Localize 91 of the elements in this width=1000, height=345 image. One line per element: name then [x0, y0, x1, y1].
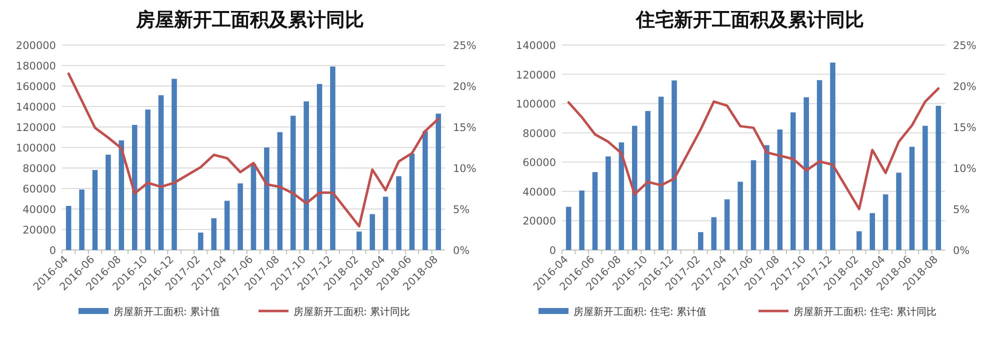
- bar: [422, 131, 428, 250]
- bar: [777, 129, 783, 250]
- bar: [158, 95, 164, 250]
- y-tick-label: 20000: [522, 216, 556, 228]
- y-tick-label: 60000: [22, 184, 56, 196]
- bar: [579, 190, 584, 250]
- y2-tick-label: 5%: [453, 204, 470, 216]
- bar: [132, 124, 138, 250]
- bar: [224, 200, 230, 250]
- y-tick-label: 200000: [16, 40, 56, 52]
- y-tick-label: 140000: [16, 102, 56, 114]
- bar: [290, 116, 296, 250]
- bar: [750, 160, 756, 250]
- y-tick-label: 100000: [16, 142, 56, 154]
- chart-title: 房屋新开工面积及累计同比: [135, 9, 364, 31]
- y-tick-label: 100000: [516, 98, 556, 111]
- bar: [238, 183, 243, 250]
- y-tick-label: 40000: [22, 204, 56, 216]
- y2-tick-label: 25%: [953, 40, 976, 52]
- bar: [724, 199, 730, 250]
- bar: [922, 126, 928, 250]
- bar: [790, 112, 796, 250]
- y2-tick-label: 15%: [453, 122, 476, 134]
- bar: [264, 148, 270, 250]
- bar: [856, 231, 862, 250]
- bar: [672, 80, 677, 250]
- y2-tick-label: 25%: [453, 40, 476, 52]
- bar: [79, 190, 84, 250]
- bar: [198, 232, 204, 250]
- y-tick-label: 80000: [522, 128, 556, 140]
- bar: [316, 84, 322, 250]
- y-tick-label: 20000: [22, 224, 56, 236]
- bar: [409, 154, 415, 250]
- y-tick-label: 0: [549, 245, 556, 257]
- y-tick-label: 60000: [522, 157, 556, 170]
- bar: [304, 101, 309, 250]
- bar: [382, 196, 388, 250]
- bar: [658, 96, 664, 250]
- bar: [92, 170, 98, 250]
- bar: [764, 145, 770, 250]
- y2-tick-label: 0%: [953, 245, 970, 257]
- y2-tick-label: 5%: [953, 204, 970, 216]
- bar: [698, 232, 704, 250]
- y-tick-label: 140000: [516, 40, 556, 52]
- y2-tick-label: 20%: [953, 81, 976, 93]
- y2-tick-label: 15%: [953, 122, 976, 134]
- bar: [106, 154, 111, 250]
- legend-label: 房屋新开工面积: 累计值: [114, 306, 220, 318]
- bar: [816, 80, 822, 250]
- bar: [606, 156, 611, 250]
- legend-label: 房屋新开工面积: 累计同比: [294, 306, 410, 318]
- bar: [896, 172, 902, 250]
- bar: [804, 97, 809, 250]
- bar: [830, 62, 836, 250]
- bar: [711, 217, 717, 250]
- y2-tick-label: 0%: [453, 245, 470, 257]
- chart-title: 住宅新开工面积及累计同比: [635, 9, 864, 31]
- bar: [632, 126, 638, 250]
- bar: [909, 146, 915, 250]
- y-tick-label: 120000: [516, 69, 556, 82]
- bar: [330, 66, 336, 250]
- bar: [936, 106, 942, 250]
- y-tick-label: 80000: [22, 163, 56, 175]
- y2-tick-label: 10%: [953, 163, 976, 175]
- bar: [436, 114, 442, 250]
- y-tick-label: 40000: [522, 186, 556, 198]
- y-tick-label: 160000: [16, 81, 56, 93]
- bar: [396, 176, 402, 250]
- bar: [370, 214, 376, 250]
- line-series: [567, 87, 940, 210]
- bar: [66, 206, 72, 250]
- bar: [250, 164, 256, 250]
- bar: [172, 78, 177, 250]
- y2-tick-label: 10%: [453, 163, 476, 175]
- line-series: [67, 72, 440, 228]
- bar: [211, 218, 217, 250]
- y2-tick-label: 20%: [453, 81, 476, 93]
- y-tick-label: 0: [49, 245, 56, 257]
- y-tick-label: 180000: [16, 60, 56, 72]
- bar: [592, 172, 598, 250]
- bar: [277, 132, 283, 250]
- y-tick-label: 120000: [16, 122, 56, 134]
- bar: [566, 206, 572, 250]
- bar: [645, 111, 650, 250]
- bar: [882, 194, 888, 250]
- bar: [738, 182, 743, 250]
- bar: [356, 232, 362, 250]
- legend-label: 房屋新开工面积: 住宅: 累计值: [574, 306, 707, 318]
- bar: [870, 213, 876, 250]
- legend-label: 房屋新开工面积: 住宅: 累计同比: [794, 306, 937, 318]
- bar: [145, 110, 150, 250]
